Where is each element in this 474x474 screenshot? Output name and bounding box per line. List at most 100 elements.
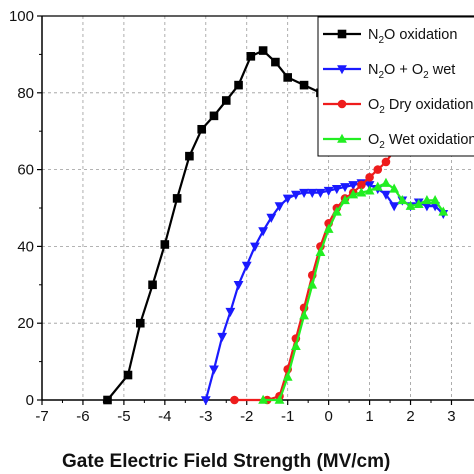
data-point <box>225 307 236 317</box>
data-point <box>373 165 383 174</box>
data-point <box>160 240 170 249</box>
data-point <box>246 52 256 61</box>
legend-label: O2 Wet oxidation <box>368 132 474 151</box>
legend-swatch-marker <box>337 29 347 39</box>
data-point <box>315 246 326 256</box>
x-tick-label: 3 <box>447 408 455 425</box>
data-point <box>389 183 400 193</box>
data-point <box>372 181 383 191</box>
y-tick-label: 40 <box>17 238 34 255</box>
legend-label: N2O + O2 wet <box>368 62 455 81</box>
data-point <box>197 124 206 134</box>
y-tick-label: 20 <box>17 315 34 332</box>
data-point <box>250 242 260 252</box>
y-tick-label: 100 <box>9 8 34 25</box>
data-point <box>389 202 400 212</box>
data-point <box>148 280 157 290</box>
data-point <box>274 394 285 404</box>
data-point <box>430 195 440 205</box>
data-point <box>299 188 309 198</box>
data-point <box>274 202 285 212</box>
data-point <box>241 261 252 271</box>
x-tick-label: 2 <box>406 408 414 425</box>
data-point <box>209 111 219 121</box>
data-point <box>413 198 424 208</box>
data-point <box>323 186 334 197</box>
x-tick-label: -3 <box>199 408 212 425</box>
data-point <box>185 151 194 161</box>
y-tick-label: 80 <box>17 85 34 102</box>
data-point <box>221 96 231 105</box>
legend-item: N2O oxidation <box>323 27 457 46</box>
data-point <box>123 370 133 380</box>
x-tick-label: -1 <box>281 408 294 425</box>
series-4 <box>258 177 449 404</box>
series-3 <box>230 126 448 405</box>
data-point <box>135 318 145 328</box>
series-2 <box>200 179 449 406</box>
data-point <box>282 371 293 381</box>
data-point <box>348 181 359 191</box>
data-point <box>209 365 219 375</box>
y-tick-label: 60 <box>17 162 34 179</box>
data-point <box>331 206 342 216</box>
data-point <box>438 206 449 216</box>
data-point <box>283 73 292 82</box>
legend: N2O oxidation N2O + O2 wet O2 Dry oxidatio… <box>317 16 474 157</box>
data-point <box>356 187 367 197</box>
data-point <box>290 190 301 200</box>
data-point <box>422 195 432 205</box>
data-point <box>258 227 269 237</box>
data-point <box>258 394 269 404</box>
data-point <box>200 396 211 406</box>
x-axis-title: Gate Electric Field Strength (MV/cm) <box>62 451 390 472</box>
legend-item: N2O + O2 wet <box>323 62 455 81</box>
data-point <box>230 395 239 405</box>
data-point <box>299 310 309 320</box>
series-line <box>263 181 445 402</box>
legend-label: N2O oxidation <box>368 27 457 46</box>
data-point <box>315 188 326 198</box>
data-point <box>422 202 432 212</box>
x-tick-label: -2 <box>240 408 253 425</box>
series-1 <box>103 46 338 405</box>
data-point <box>103 395 112 405</box>
data-point <box>331 185 342 195</box>
data-point <box>381 177 391 187</box>
data-point <box>357 180 366 190</box>
data-point <box>340 195 350 205</box>
data-point <box>258 46 268 55</box>
data-point <box>381 157 391 167</box>
data-point <box>172 194 182 203</box>
legend-swatch-marker <box>337 133 347 143</box>
x-tick-label: -6 <box>76 408 89 425</box>
series-line <box>234 130 444 402</box>
data-point <box>234 80 243 90</box>
x-tick-label: 0 <box>324 408 332 425</box>
data-point <box>340 183 350 193</box>
data-point <box>266 213 277 223</box>
x-tick-label: -4 <box>158 408 171 425</box>
data-point <box>365 172 374 182</box>
data-point <box>381 190 391 200</box>
data-point <box>271 57 280 67</box>
data-point <box>323 223 334 233</box>
legend-item: O2 Wet oxidation <box>323 132 474 151</box>
data-point <box>282 194 293 204</box>
data-point <box>233 281 244 291</box>
data-point <box>397 195 408 205</box>
legend-swatch-marker <box>337 65 347 75</box>
legend-item: O2 Dry oxidation <box>323 97 474 116</box>
legend-swatch-marker <box>337 99 347 109</box>
legend-label: O2 Dry oxidation <box>368 97 474 116</box>
data-point <box>217 332 228 342</box>
series-line <box>204 181 445 401</box>
x-tick-label: -7 <box>35 408 48 425</box>
data-point <box>348 189 359 199</box>
legend-box <box>317 16 474 157</box>
data-point <box>364 185 375 195</box>
x-tick-label: 1 <box>365 408 373 425</box>
y-tick-label: 0 <box>26 392 34 409</box>
data-point <box>290 340 301 351</box>
